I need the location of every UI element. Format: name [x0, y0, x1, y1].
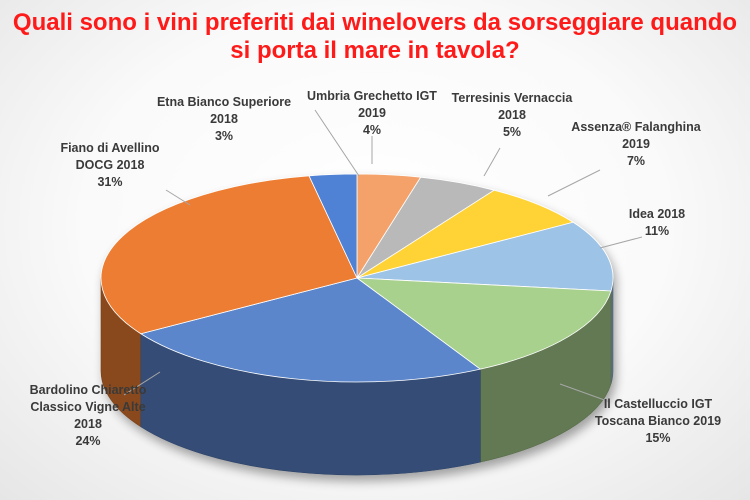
pie-slice-5 — [139, 277, 482, 383]
slice-label-2: Assenza® Falanghina 2019 7% — [571, 120, 701, 168]
slice-label-6: Fiano di Avellino DOCG 2018 31% — [60, 141, 159, 189]
slice-value-label: 5% — [503, 125, 521, 139]
slice-label-1: Terresinis Vernaccia 2018 5% — [452, 91, 574, 139]
slice-label-7: Etna Bianco Superiore 2018 3% — [157, 95, 291, 143]
pie-slice-4 — [355, 277, 612, 370]
slice-label-line: Terresinis Vernaccia — [452, 91, 574, 105]
leader-line-7 — [314, 109, 360, 177]
pie-side-3 — [610, 277, 614, 385]
leader-lines — [123, 109, 643, 403]
pie-slice-3 — [356, 221, 614, 292]
chart-title-line-1: Quali sono i vini preferiti dai winelove… — [13, 9, 737, 36]
slice-value-label: 3% — [215, 129, 233, 143]
chart-title-line-2: si porta il mare in tavola? — [230, 37, 519, 64]
slice-label-line: 2019 — [622, 137, 650, 151]
leader-line-5 — [123, 371, 161, 396]
leader-line-6 — [165, 189, 191, 206]
slice-value-label: 24% — [75, 434, 100, 448]
slice-label-5: Bardolino Chiaretto Classico Vigne Alte 20… — [30, 383, 147, 448]
slice-label-line: 2019 — [358, 106, 386, 120]
slice-value-label: 7% — [627, 154, 645, 168]
slice-label-line: Il Castelluccio IGT — [604, 397, 713, 411]
pie-slice-7 — [308, 173, 358, 279]
slice-value-label: 31% — [97, 175, 122, 189]
pie-sides — [100, 277, 614, 476]
slice-label-line: DOCG 2018 — [76, 158, 145, 172]
leader-line-4 — [559, 383, 611, 403]
slice-labels: Umbria Grechetto IGT 2019 4% Terresinis Ver… — [30, 89, 721, 448]
slice-label-line: Etna Bianco Superiore — [157, 95, 291, 109]
leader-line-2 — [547, 169, 601, 197]
slice-value-label: 15% — [645, 431, 670, 445]
pie-slice-6 — [100, 175, 358, 335]
slice-label-line: 2018 — [498, 108, 526, 122]
leader-line-1 — [483, 147, 501, 177]
pie-body — [100, 173, 614, 476]
slice-value-label: 11% — [645, 224, 669, 238]
slice-label-line: Umbria Grechetto IGT — [307, 89, 437, 103]
slice-label-4: Il Castelluccio IGT Toscana Bianco 2019 15… — [595, 397, 721, 445]
slice-label-line: Toscana Bianco 2019 — [595, 414, 721, 428]
slice-label-0: Umbria Grechetto IGT 2019 4% — [307, 89, 437, 137]
pie-tops — [100, 173, 614, 383]
slice-label-line: 2018 — [210, 112, 238, 126]
slice-label-line: Classico Vigne Alte — [30, 400, 145, 414]
slice-label-line: Bardolino Chiaretto — [30, 383, 147, 397]
slice-label-line: Idea 2018 — [629, 207, 685, 221]
leader-line-3 — [599, 236, 643, 249]
pie-slice-2 — [356, 189, 575, 279]
slice-value-label: 4% — [363, 123, 381, 137]
slice-label-3: Idea 2018 11% — [629, 207, 685, 238]
slice-label-line: Fiano di Avellino — [60, 141, 159, 155]
slice-label-line: Assenza® Falanghina — [571, 120, 701, 134]
slice-label-line: 2018 — [74, 417, 102, 431]
